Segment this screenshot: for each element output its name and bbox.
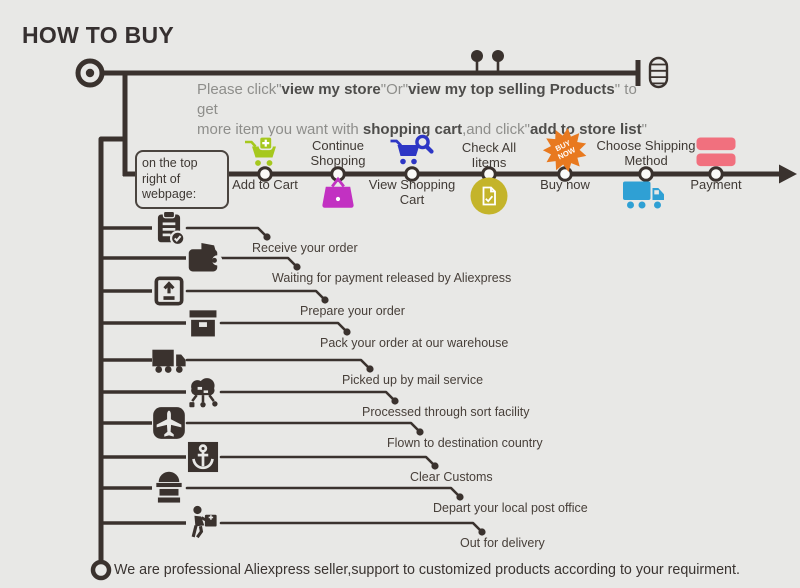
start-node <box>75 58 105 88</box>
clipboard-check-icon <box>150 209 188 247</box>
step-label: Depart your local post office <box>433 501 588 515</box>
intro-text: Please click"view my store"Or"view my to… <box>197 80 659 139</box>
end-node <box>90 559 112 581</box>
step-label: Clear Customs <box>410 470 493 484</box>
step-label: Pack your order at our warehouse <box>320 336 509 350</box>
step-label: Waiting for payment released by Aliexpre… <box>272 271 512 285</box>
package-up-icon <box>150 272 188 310</box>
action-label: Payment <box>690 177 742 192</box>
row-node <box>638 166 654 182</box>
trunk-line <box>98 136 127 562</box>
step-label: Receive your order <box>252 241 358 255</box>
intro-bold-segment: shopping cart <box>362 120 463 138</box>
step-label: Prepare your order <box>300 304 405 318</box>
anchor-icon <box>184 438 222 476</box>
intro-bold-segment: view my store <box>281 81 381 98</box>
timeline-pins <box>471 50 504 73</box>
row-node <box>404 166 420 182</box>
shipping-truck-icon <box>622 178 670 214</box>
action-label: Continue Shopping <box>310 138 366 168</box>
truck-icon <box>150 341 188 379</box>
intro-segment: "Or" <box>380 81 409 98</box>
step-label: Flown to destination country <box>387 436 543 450</box>
airplane-icon <box>150 404 188 442</box>
step-label: Picked up by mail service <box>342 373 484 387</box>
cart-search-icon <box>389 134 435 170</box>
intro-segment: ,and click" <box>462 120 530 138</box>
footer-text: We are professional Aliexpress seller,su… <box>114 562 740 578</box>
intro-segment: " to get more item you want with <box>197 81 637 138</box>
action-label: View Shopping Cart <box>368 177 456 207</box>
action-label: Choose Shipping Method <box>596 138 696 168</box>
document-badge-icon <box>470 177 508 215</box>
box-icon <box>184 304 222 342</box>
courier-icon <box>184 504 222 542</box>
postbox-icon <box>150 469 188 507</box>
spool-icon <box>648 56 669 89</box>
action-label: Add to Cart <box>232 177 298 192</box>
wallet-icon <box>184 239 222 277</box>
webpage-note-box: on the top right of webpage: <box>135 150 229 209</box>
row-node <box>708 166 724 182</box>
step-label: Out for delivery <box>460 536 545 550</box>
intro-bold-segment: view my top selling Products <box>408 81 615 98</box>
arrow-head <box>779 164 797 184</box>
page-title: HOW TO BUY <box>22 22 175 48</box>
buy-now-burst-icon: BUY NOW <box>541 127 589 173</box>
intro-segment: Please click" <box>197 81 282 98</box>
action-label: Buy now <box>540 177 590 192</box>
row-node <box>257 166 273 182</box>
intro-segment: " <box>641 120 647 138</box>
step-label: Processed through sort facility <box>362 405 530 419</box>
action-label: Check All Iitems <box>461 140 517 170</box>
shopping-bag-icon <box>319 176 357 209</box>
cart-plus-icon <box>243 136 287 170</box>
network-cloud-icon <box>184 373 222 411</box>
credit-card-icon <box>696 137 736 167</box>
